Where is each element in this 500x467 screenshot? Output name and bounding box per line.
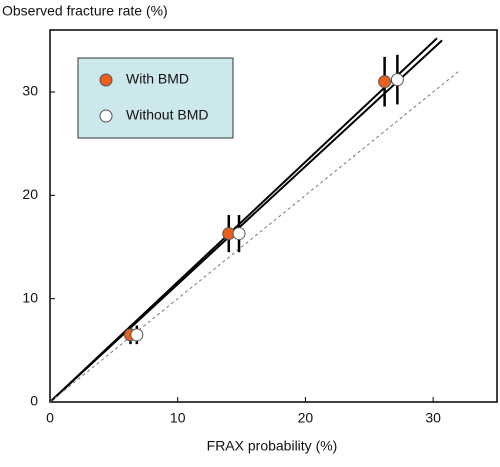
data-point [378, 75, 392, 89]
x-tick-label: 10 [170, 410, 186, 426]
x-axis-label: FRAX probability (%) [207, 438, 338, 454]
fit-line [49, 39, 443, 403]
legend-label: Without BMD [126, 107, 208, 123]
legend-marker [99, 109, 113, 123]
chart-title: Observed fracture rate (%) [2, 3, 168, 19]
legend-marker [99, 73, 113, 87]
y-tick-label: 0 [30, 393, 38, 409]
x-tick-label: 20 [298, 410, 314, 426]
data-point [390, 73, 404, 87]
plot-frame [49, 29, 498, 403]
x-tick-label: 30 [425, 410, 441, 426]
data-point [232, 227, 246, 241]
legend-box [77, 57, 234, 139]
y-tick-label: 20 [22, 186, 38, 202]
legend-label: With BMD [126, 71, 189, 87]
y-tick-label: 10 [22, 289, 38, 305]
x-tick-label: 0 [46, 410, 54, 426]
data-point [130, 328, 144, 342]
y-tick-label: 30 [22, 83, 38, 99]
reference-line [49, 70, 460, 403]
